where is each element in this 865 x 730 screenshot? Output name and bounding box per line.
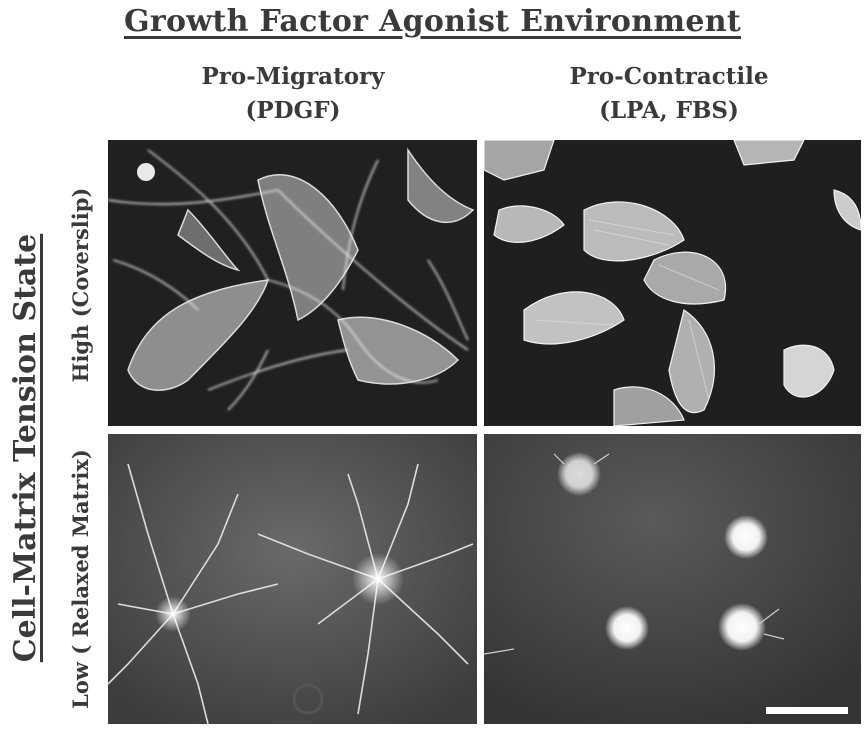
column-header-pro-contractile: Pro-Contractile (LPA, FBS) [484,60,854,128]
column-header-line2: (LPA, FBS) [484,94,854,128]
scale-bar [766,707,848,714]
figure-title: Growth Factor Agonist Environment [0,4,865,39]
micrograph-high-tension-pdgf [108,140,477,426]
row-label-high: High (Coverslip) [66,135,96,435]
micrograph-low-tension-pdgf [108,434,477,724]
column-header-pro-migratory: Pro-Migratory (PDGF) [108,60,478,128]
micrograph-high-tension-lpa-fbs [484,140,861,426]
column-header-line2: (PDGF) [108,94,478,128]
column-header-line1: Pro-Contractile [484,60,854,94]
column-header-line1: Pro-Migratory [108,60,478,94]
row-axis-title: Cell-Matrix Tension State [8,198,48,698]
row-label-low: Low ( Relaxed Matrix) [66,429,96,729]
micrograph-low-tension-lpa-fbs [484,434,861,724]
